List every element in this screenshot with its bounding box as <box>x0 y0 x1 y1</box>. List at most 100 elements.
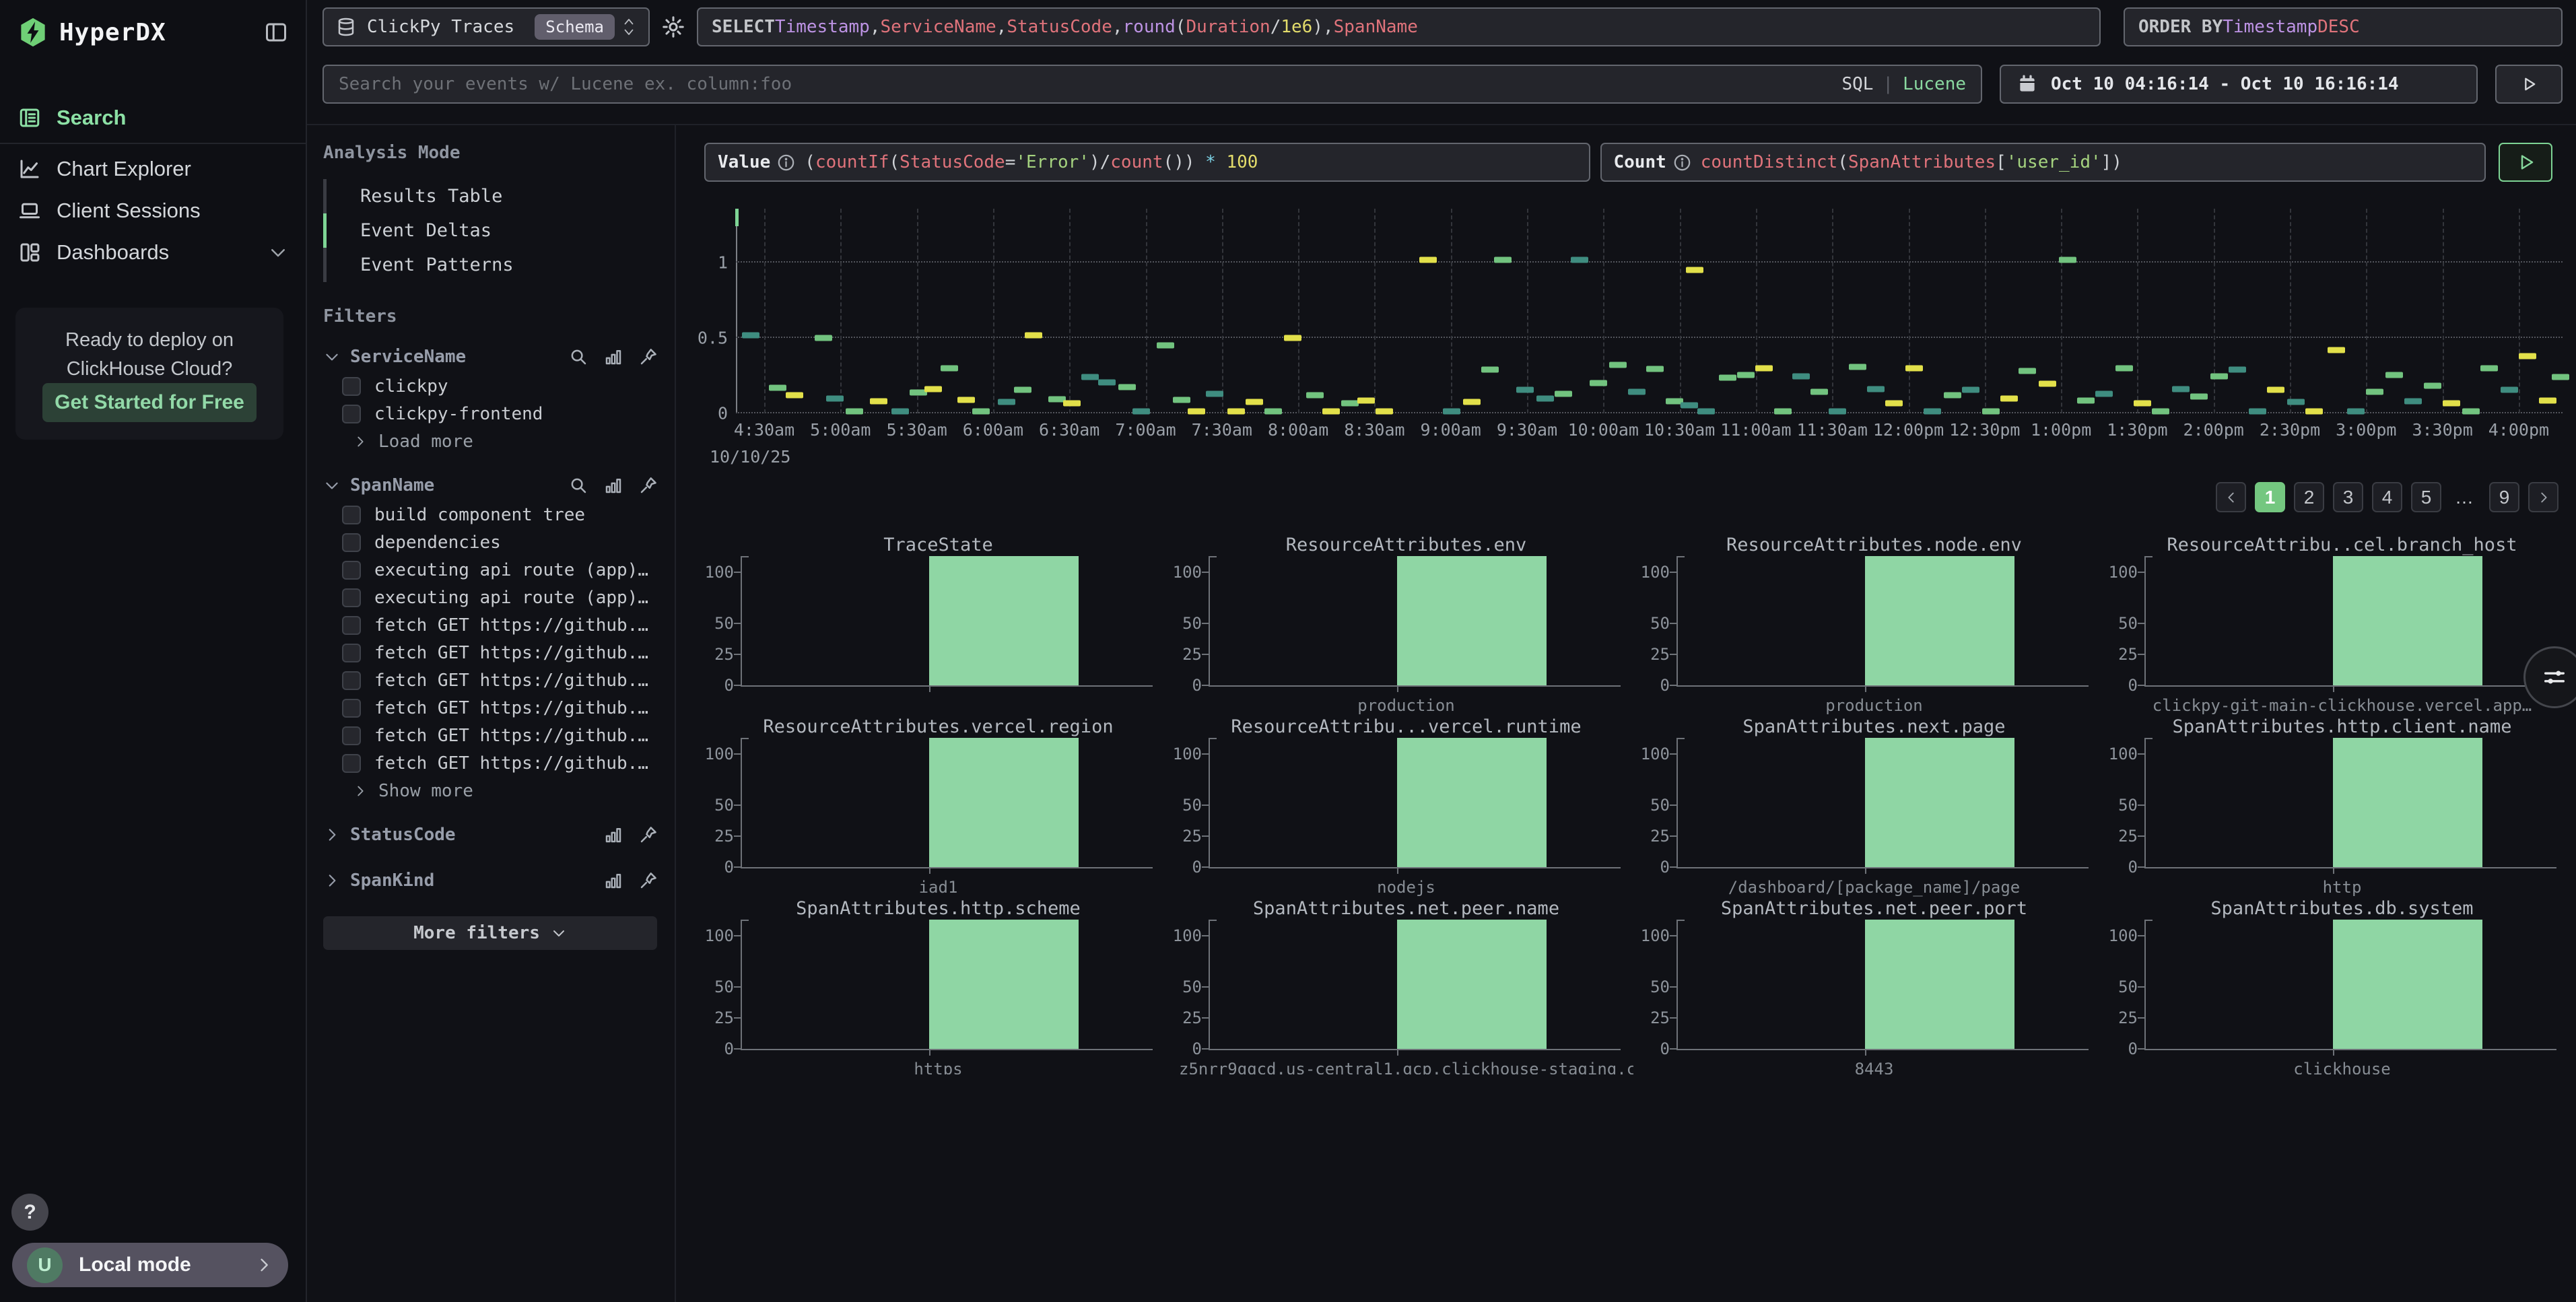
x-category-label: /dashboard/[package_name]/page <box>1728 878 2021 897</box>
filter-checkbox-item[interactable]: fetch GET https://github.… <box>323 694 675 722</box>
filter-checkbox-item[interactable]: dependencies <box>323 528 675 556</box>
y-tick-label: 0 <box>724 1039 734 1058</box>
filter-group-servicename[interactable]: ServiceName <box>323 341 675 372</box>
attribute-chart-spanattributes-next-page[interactable]: SpanAttributes.next.page 100 50 25 0/dashboa… <box>1640 714 2108 897</box>
checkbox[interactable] <box>342 560 361 580</box>
attribute-chart-resourceattribu-cel-branch-host[interactable]: ResourceAttribu..cel.branch_host 100 50 25 0… <box>2108 532 2576 715</box>
checkbox[interactable] <box>342 505 361 524</box>
filter-checkbox-item[interactable]: fetch GET https://github.… <box>323 666 675 694</box>
search-input[interactable] <box>339 74 1842 94</box>
filter-checkbox-item[interactable]: clickpy-frontend <box>323 400 675 427</box>
sidebar-item-search[interactable]: Search <box>0 97 306 139</box>
checkbox[interactable] <box>342 643 361 662</box>
source-select[interactable]: ClickPy Traces Schema <box>323 7 650 46</box>
delta-point <box>1063 400 1081 407</box>
filter-checkbox-item[interactable]: executing api route (app)… <box>323 584 675 611</box>
filter-checkbox-item[interactable]: fetch GET https://github.… <box>323 749 675 777</box>
query-run-button[interactable] <box>2499 143 2552 182</box>
filter-checkbox-item[interactable]: fetch GET https://github.… <box>323 639 675 666</box>
filter-checkbox-item[interactable]: clickpy <box>323 372 675 400</box>
help-button[interactable]: ? <box>11 1194 48 1231</box>
sidebar-item-chart-explorer[interactable]: Chart Explorer <box>0 148 306 190</box>
y-tick-mark <box>1670 835 1678 837</box>
bar-chart-icon[interactable] <box>603 825 623 845</box>
bar-chart-icon[interactable] <box>603 347 623 367</box>
lucene-toggle-label[interactable]: Lucene <box>1903 74 1966 94</box>
attribute-chart-spanattributes-net-peer-port[interactable]: SpanAttributes.net.peer.port 100 50 25 0 8443 <box>1640 895 2108 1074</box>
filter-load-more[interactable]: Load more <box>323 427 675 455</box>
y-tick-mark <box>1202 654 1210 655</box>
analysis-mode-results-table[interactable]: Results Table <box>323 179 675 213</box>
fab-settings-button[interactable] <box>2523 646 2576 708</box>
checkbox[interactable] <box>342 588 361 607</box>
pagination-page-5[interactable]: 5 <box>2411 482 2441 512</box>
select-expression-input[interactable]: SELECT Timestamp, ServiceName, StatusCod… <box>697 7 2101 46</box>
attribute-chart-tracestate[interactable]: TraceState 100 50 25 0 <box>704 532 1172 714</box>
attribute-chart-spanattributes-db-system[interactable]: SpanAttributes.db.system 100 50 25 0 clickhou… <box>2108 895 2576 1074</box>
language-toggle[interactable]: SQL | Lucene <box>1841 74 1966 94</box>
search-run-button[interactable] <box>2495 65 2563 104</box>
attribute-chart-resourceattribu-vercel-runtime[interactable]: ResourceAttribu...vercel.runtime 100 50 25 0… <box>1172 714 1640 897</box>
sidebar-item-dashboards[interactable]: Dashboards <box>0 232 306 273</box>
x-tick-label: 11:30am <box>1796 420 1868 440</box>
pagination-page-4[interactable]: 4 <box>2372 482 2402 512</box>
pagination-page-3[interactable]: 3 <box>2333 482 2363 512</box>
checkbox[interactable] <box>342 615 361 635</box>
event-deltas-chart[interactable]: 1 0.5 0 4:30am 5:00am 5:30am 6:00am 6:30am 7:00… <box>698 202 2576 478</box>
source-settings-button[interactable] <box>650 7 697 46</box>
filter-group-statuscode[interactable]: StatusCode <box>323 819 675 850</box>
attribute-chart-spanattributes-http-scheme[interactable]: SpanAttributes.http.scheme 100 50 25 0 https <box>704 895 1172 1074</box>
bar-chart-icon[interactable] <box>603 870 623 891</box>
attribute-chart-spanattributes-net-peer-name[interactable]: SpanAttributes.net.peer.name 100 50 25 0 z5nr… <box>1172 895 1640 1074</box>
chart-baseline <box>1676 867 2089 868</box>
bar-chart-icon[interactable] <box>603 475 623 495</box>
filter-group-spankind[interactable]: SpanKind <box>323 865 675 896</box>
delta-point <box>941 365 959 372</box>
search-icon[interactable] <box>568 475 588 495</box>
sidebar-item-client-sessions[interactable]: Client Sessions <box>0 190 306 232</box>
get-started-button[interactable]: Get Started for Free <box>42 383 257 422</box>
checkbox[interactable] <box>342 753 361 773</box>
count-expression-box[interactable]: Count countDistinct(SpanAttributes['user… <box>1600 143 2486 182</box>
value-expression-box[interactable]: Value (countIf(StatusCode='Error')/count… <box>704 143 1590 182</box>
filter-checkbox-item[interactable]: build component tree <box>323 501 675 528</box>
pagination-page-1[interactable]: 1 <box>2255 482 2285 512</box>
search-icon[interactable] <box>568 347 588 367</box>
order-by-input[interactable]: ORDER BY Timestamp DESC <box>2124 7 2563 46</box>
checkbox[interactable] <box>342 671 361 690</box>
pin-icon[interactable] <box>638 825 658 845</box>
local-mode-menu[interactable]: U Local mode <box>12 1243 288 1287</box>
pin-icon[interactable] <box>638 475 658 495</box>
pin-icon[interactable] <box>638 870 658 891</box>
filter-group-spanname[interactable]: SpanName <box>323 470 675 501</box>
pagination-next-button[interactable] <box>2528 482 2558 512</box>
sidebar-collapse-icon[interactable] <box>264 20 288 44</box>
value-bar <box>1396 556 1547 685</box>
count-label: Count <box>1613 152 1666 172</box>
attribute-chart-resourceattributes-vercel-region[interactable]: ResourceAttributes.vercel.region 100 50 25 0… <box>704 714 1172 897</box>
sql-toggle-label[interactable]: SQL <box>1841 74 1874 94</box>
pagination-page-9[interactable]: 9 <box>2489 482 2519 512</box>
filter-show-more[interactable]: Show more <box>323 777 675 804</box>
checkbox[interactable] <box>342 533 361 552</box>
checkbox[interactable] <box>342 404 361 423</box>
filter-checkbox-item[interactable]: fetch GET https://github.… <box>323 611 675 639</box>
y-tick-label: 25 <box>1650 1008 1670 1027</box>
date-range-picker[interactable]: Oct 10 04:16:14 - Oct 10 16:16:14 <box>2000 65 2478 104</box>
pin-icon[interactable] <box>638 347 658 367</box>
delta-point <box>2019 368 2037 374</box>
analysis-mode-event-patterns[interactable]: Event Patterns <box>323 248 675 282</box>
attribute-chart-resourceattributes-env[interactable]: ResourceAttributes.env 100 50 25 0 production <box>1172 532 1640 715</box>
filter-checkbox-item[interactable]: fetch GET https://github.… <box>323 722 675 749</box>
more-filters-button[interactable]: More filters <box>323 916 657 950</box>
y-tick-mark <box>734 935 742 936</box>
analysis-mode-event-deltas[interactable]: Event Deltas <box>323 213 675 248</box>
checkbox[interactable] <box>342 376 361 396</box>
filter-checkbox-item[interactable]: executing api route (app)… <box>323 556 675 584</box>
checkbox[interactable] <box>342 726 361 745</box>
attribute-chart-resourceattributes-node-env[interactable]: ResourceAttributes.node.env 100 50 25 0 produ… <box>1640 532 2108 715</box>
pagination-prev-button[interactable] <box>2216 482 2246 512</box>
checkbox[interactable] <box>342 698 361 718</box>
attribute-chart-spanattributes-http-client-name[interactable]: SpanAttributes.http.client.name 100 50 25 0 h… <box>2108 714 2576 897</box>
pagination-page-2[interactable]: 2 <box>2294 482 2324 512</box>
